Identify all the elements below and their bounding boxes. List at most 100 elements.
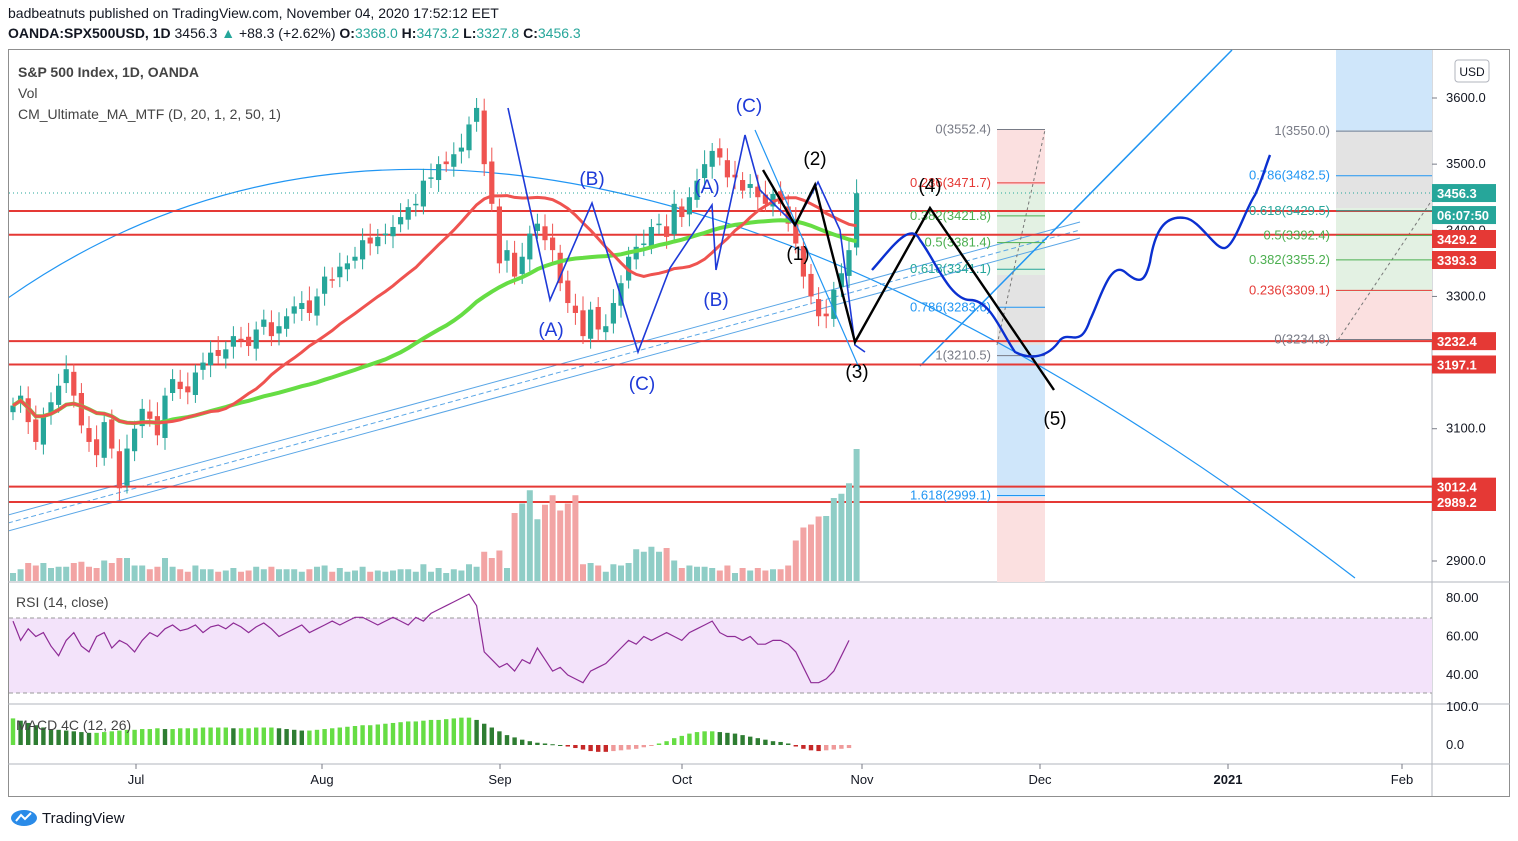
fib-label: 1(3210.5) — [935, 348, 991, 363]
macd-bar — [626, 745, 631, 750]
volume-bar — [101, 560, 108, 581]
macd-bar — [352, 726, 358, 745]
time-tick: Sep — [488, 772, 511, 787]
candle — [717, 148, 723, 158]
candle — [268, 322, 274, 337]
low-value: 3327.8 — [476, 25, 520, 41]
wave-label: (C) — [736, 96, 762, 117]
time-axis[interactable]: Jul Aug Sep Oct Nov Dec 2021 Feb — [128, 764, 1414, 787]
candle — [71, 371, 77, 396]
price-tick: 3100.0 — [1446, 421, 1486, 436]
macd-bar — [86, 732, 92, 745]
volume-bar — [238, 571, 244, 581]
volume-bar — [230, 568, 237, 581]
candle — [344, 263, 350, 270]
wave-label: (3) — [845, 362, 868, 383]
volume-bar — [792, 540, 799, 581]
macd-bar — [520, 739, 525, 745]
candle — [390, 226, 396, 237]
currency-button[interactable]: USD — [1454, 59, 1490, 83]
volume-bar — [519, 503, 526, 581]
macd-bar — [512, 737, 517, 745]
volume-bar — [169, 566, 176, 581]
time-tick: Dec — [1028, 772, 1052, 787]
fib-label: 0(3552.4) — [935, 121, 991, 136]
candle — [86, 428, 92, 442]
fib-label: 1.618(2999.1) — [910, 487, 991, 502]
price-axis[interactable]: 3600.03500.03400.03300.03200.03100.03000… — [1432, 90, 1496, 752]
volume-bar — [625, 563, 632, 581]
candle — [124, 448, 130, 486]
volume-bar — [747, 570, 754, 581]
volume-bar — [466, 564, 472, 581]
volume-bar — [321, 565, 328, 581]
candle — [154, 416, 160, 436]
candle — [177, 381, 183, 390]
volume-bar — [283, 569, 290, 581]
volume-bar — [268, 566, 275, 581]
volume-bar — [716, 570, 723, 581]
candle — [512, 252, 518, 277]
close-value: 3456.3 — [537, 25, 581, 41]
rising-channel — [9, 221, 1081, 532]
macd-bar — [725, 732, 730, 745]
macd-bar — [360, 725, 365, 745]
volume-bar — [116, 558, 123, 581]
macd-bar — [603, 745, 608, 752]
volume-bar — [435, 568, 442, 581]
price-badge-label: 06:07:50 — [1437, 208, 1489, 223]
volume-bar — [55, 566, 62, 581]
macd-bar — [801, 745, 806, 749]
macd-bar — [41, 727, 46, 745]
candle — [405, 207, 411, 220]
candle — [466, 124, 472, 151]
candle — [48, 402, 54, 413]
volume-bar — [154, 566, 161, 581]
candle — [139, 408, 145, 427]
macd-bar — [26, 722, 31, 745]
volume-bar — [298, 571, 305, 581]
volume-bar — [846, 483, 852, 581]
candle — [215, 350, 221, 356]
currency-label: USD — [1459, 65, 1485, 79]
volume-bar — [663, 548, 670, 581]
candle — [306, 300, 312, 313]
candle — [496, 206, 502, 264]
candle — [641, 243, 647, 246]
macd-bar — [48, 729, 54, 745]
projection-box — [1336, 208, 1432, 292]
macd-bar — [269, 727, 274, 745]
volume-bar — [754, 568, 761, 581]
volume-bar — [253, 566, 260, 581]
price-badge-label: 3429.2 — [1437, 232, 1477, 247]
projection-box — [997, 185, 1045, 275]
candle — [816, 299, 822, 317]
macd-bar — [808, 745, 814, 751]
volume-bar — [329, 571, 336, 581]
high-value: 3473.2 — [416, 25, 460, 41]
candle — [94, 439, 100, 456]
volume-bar — [86, 566, 92, 581]
candle — [56, 385, 62, 405]
macd-bar — [193, 728, 198, 745]
candle — [246, 336, 252, 347]
candle — [329, 279, 335, 281]
volume-bar — [162, 558, 168, 581]
volume-bar — [390, 570, 396, 581]
volume-bar — [314, 566, 320, 581]
tradingview-logo[interactable]: TradingView — [10, 809, 125, 827]
volume-bar — [511, 513, 518, 581]
candle — [656, 223, 662, 226]
macd-bar — [307, 730, 312, 745]
support-lines — [9, 209, 1432, 504]
fib-label: 0.5(3392.4) — [1264, 227, 1331, 242]
macd-bar — [421, 720, 426, 745]
fib-label: 0.236(3309.1) — [1249, 282, 1330, 297]
candle — [603, 326, 609, 333]
candle — [78, 392, 84, 426]
projection-box — [997, 497, 1045, 582]
volume-bar — [481, 551, 488, 581]
volume-bar — [671, 560, 678, 581]
macd-bar — [185, 728, 190, 745]
